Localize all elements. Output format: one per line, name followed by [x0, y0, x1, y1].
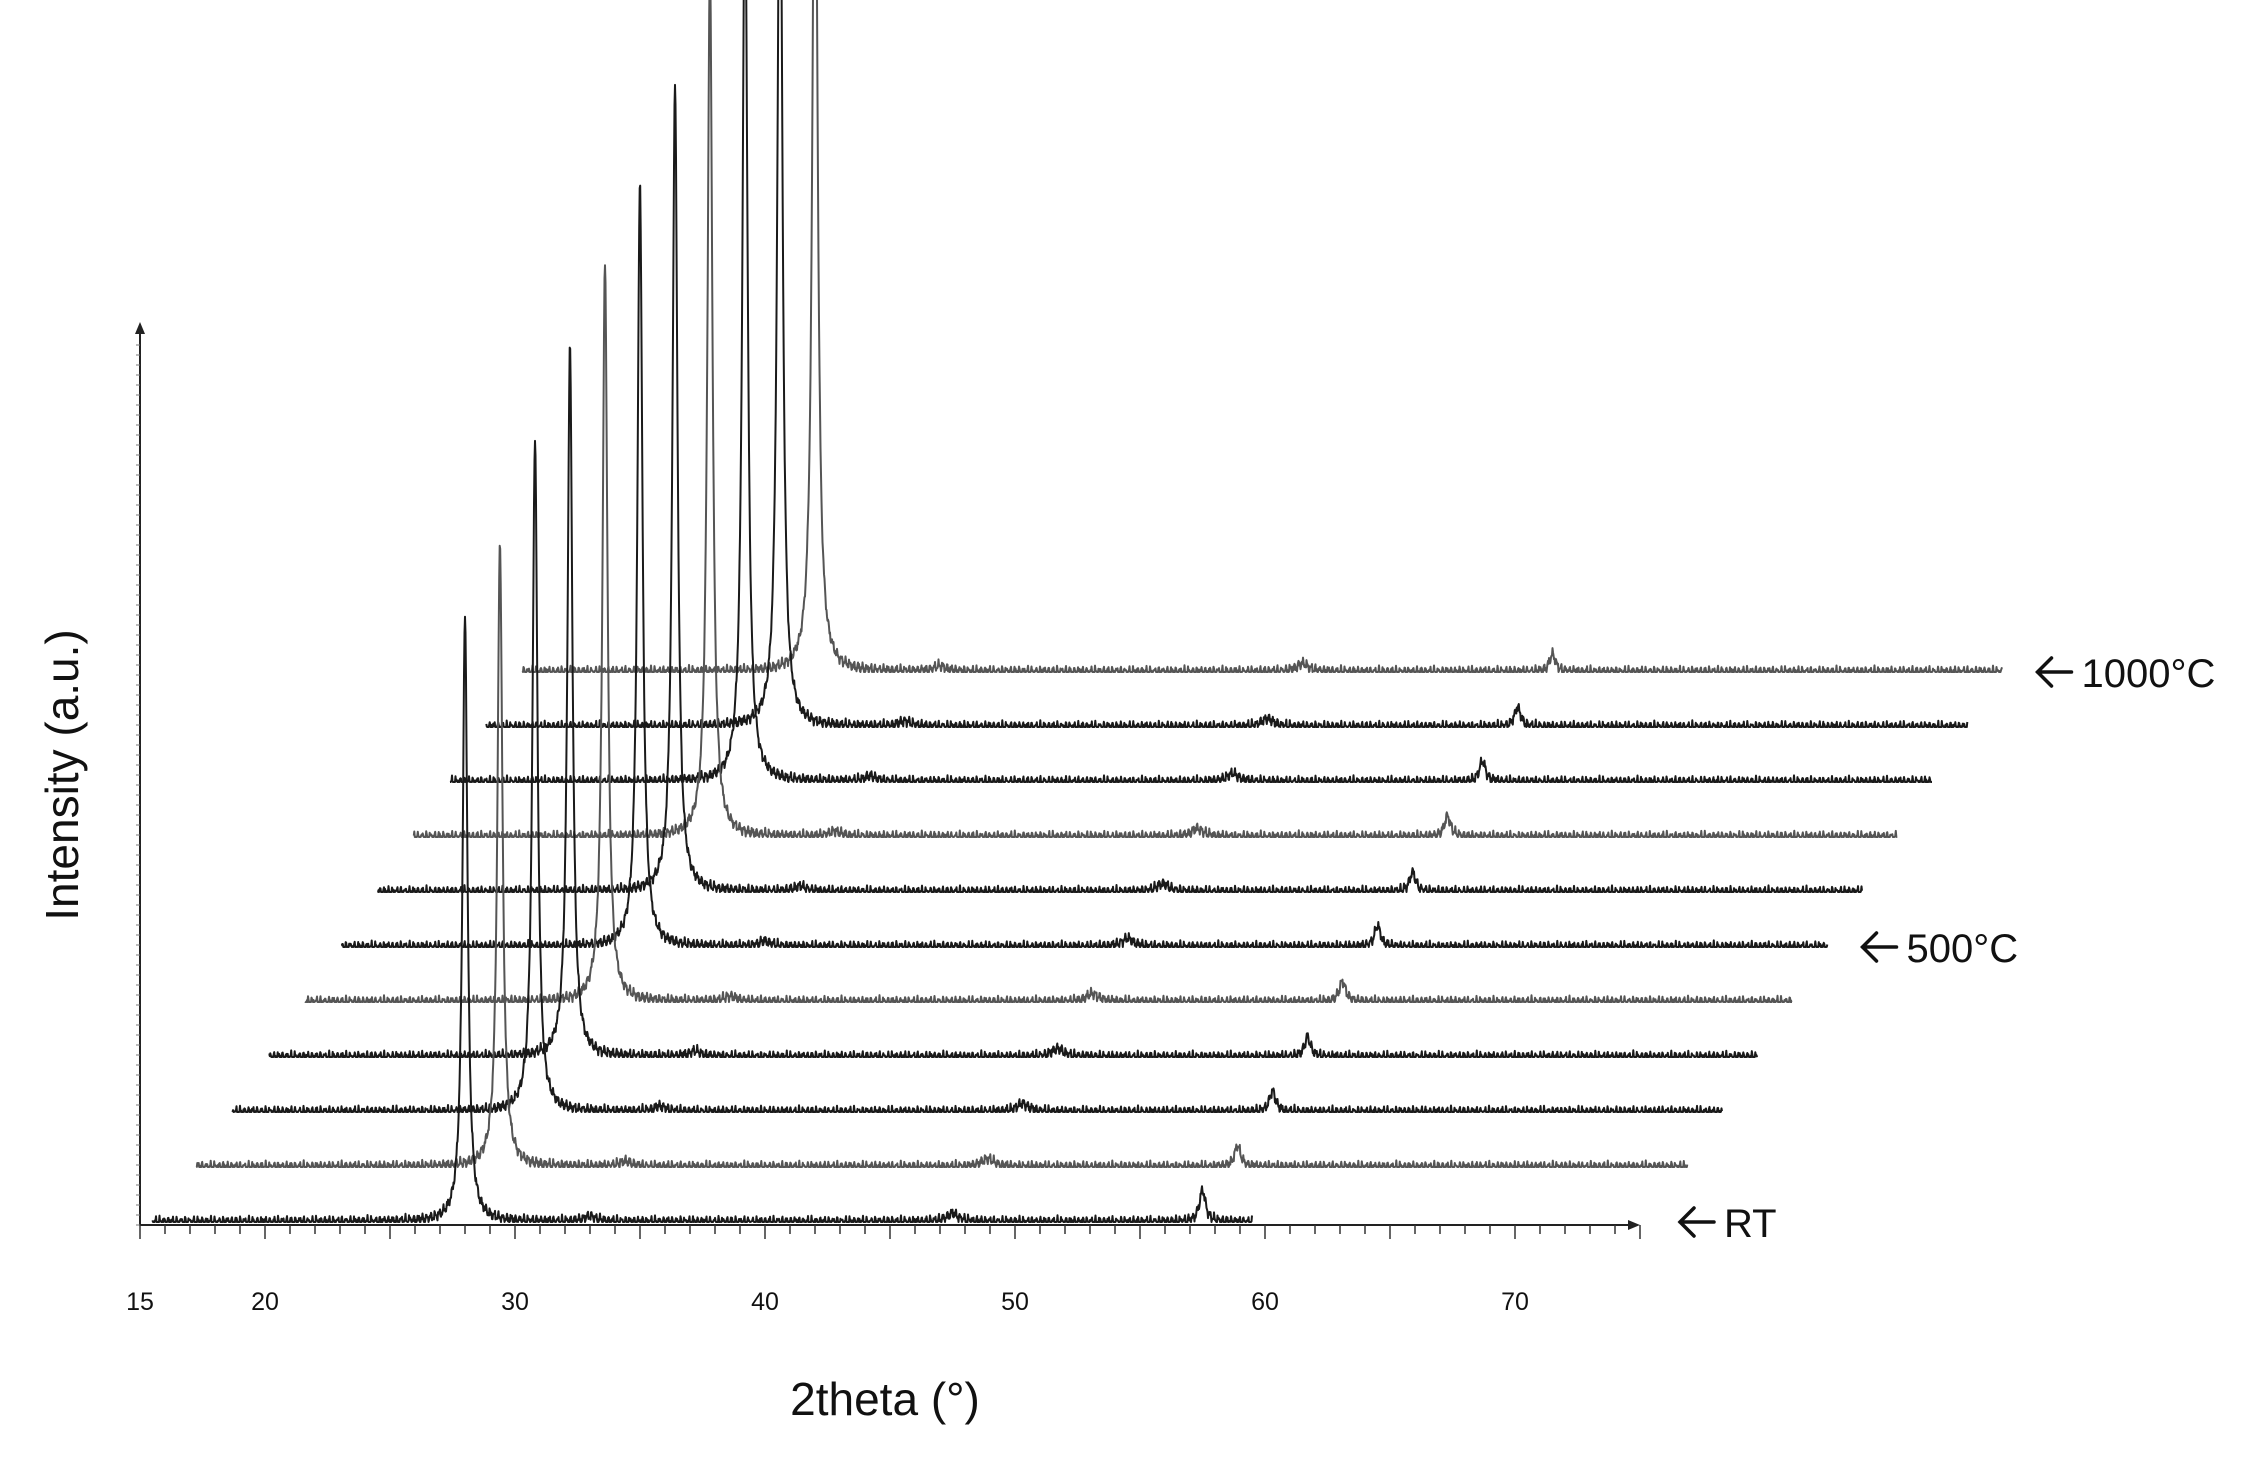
series-line [268, 346, 1759, 1058]
series-line [377, 83, 1863, 893]
y-axis-ticks [136, 344, 140, 1226]
arrow-left-icon [2035, 656, 2074, 688]
arrow-left-icon [1860, 931, 1899, 963]
x-tick-label: 30 [501, 1288, 529, 1316]
x-tick-label: 15 [126, 1288, 154, 1316]
x-tick-label: 60 [1251, 1288, 1279, 1316]
series-line [449, 0, 1933, 783]
x-axis-title: 2theta (°) [790, 1373, 980, 1425]
axes [135, 322, 1640, 1230]
temperature-annotation: RT [1677, 1202, 1777, 1246]
x-tick-label: 20 [251, 1288, 279, 1316]
y-axis-arrow-icon [135, 322, 145, 334]
series-line [231, 439, 1723, 1113]
series-line [340, 184, 1829, 948]
arrow-left-icon [1677, 1206, 1716, 1238]
y-axis-title: Intensity (a.u.) [36, 629, 88, 920]
series-layer [151, 0, 2003, 1223]
series-line [412, 0, 1898, 838]
series-line [304, 264, 1793, 1003]
x-tick-label: 40 [751, 1288, 779, 1316]
x-axis-arrow-icon [1628, 1220, 1640, 1230]
x-tick-label: 50 [1001, 1288, 1029, 1316]
x-axis-ticks: 15 20 30 40 50 60 70 [126, 1225, 1641, 1316]
temperature-annotation: 500°C [1860, 927, 2019, 971]
annotations-layer: RT 500°C 1000°C [1677, 652, 2216, 1246]
series-line [195, 544, 1689, 1168]
annotation-label: 500°C [1907, 927, 2019, 971]
x-tick-label: 70 [1501, 1288, 1529, 1316]
annotation-label: RT [1724, 1202, 1777, 1246]
series-line [151, 615, 1253, 1223]
temperature-annotation: 1000°C [2035, 652, 2216, 696]
annotation-label: 1000°C [2082, 652, 2216, 696]
series-line [521, 0, 2003, 673]
